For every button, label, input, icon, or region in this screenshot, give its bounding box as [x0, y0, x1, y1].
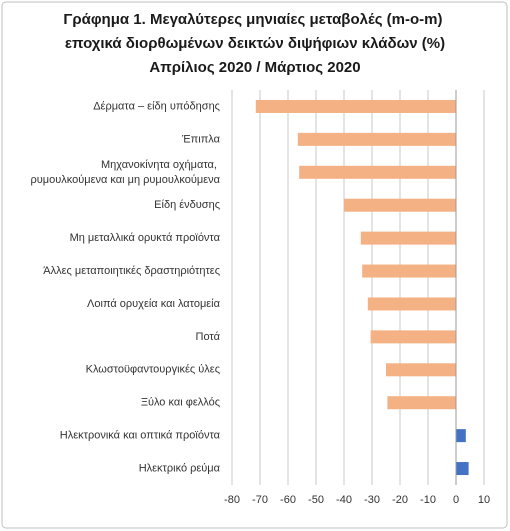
- bar: [370, 330, 456, 344]
- bar: [456, 462, 469, 476]
- bar: [344, 198, 456, 212]
- x-tick-label: -60: [280, 494, 296, 506]
- y-tick-label: Ηλεκτρονικά και οπτικά προϊόντα: [60, 430, 221, 442]
- x-tick-label: -20: [392, 494, 408, 506]
- y-tick-label: Ξύλο και φελλός: [141, 397, 220, 409]
- bar: [297, 132, 456, 146]
- x-tick-label: -50: [308, 494, 324, 506]
- y-tick-label: Έπιπλα: [181, 133, 221, 145]
- chart-subtitle: Απρίλιος 2020 / Μάρτιος 2020: [149, 59, 360, 76]
- x-tick-label: 10: [478, 494, 490, 506]
- y-tick-label: Ποτά: [196, 331, 221, 343]
- y-tick-label: Λοιπά ορυχεία και λατομεία: [87, 298, 221, 310]
- x-tick-label: -40: [336, 494, 352, 506]
- bar: [299, 165, 456, 179]
- x-tick-label: 0: [453, 494, 459, 506]
- bar: [456, 429, 466, 443]
- y-tick-label: Δέρματα – είδη υπόδησης: [93, 100, 220, 112]
- x-tick-label: -10: [420, 494, 436, 506]
- bar: [362, 264, 456, 278]
- y-tick-label: Μη μεταλλικά ορυκτά προϊόντα: [70, 232, 221, 244]
- x-tick-label: -30: [364, 494, 380, 506]
- y-tick-label: Ηλεκτρικό ρεύμα: [139, 462, 221, 474]
- bar: [387, 396, 456, 410]
- bar: [367, 297, 456, 311]
- chart-title: Γράφημα 1. Μεγαλύτερες μηνιαίες μεταβολέ…: [63, 11, 446, 52]
- x-tick-label: -70: [252, 494, 268, 506]
- x-tick-label: -80: [224, 494, 240, 506]
- y-tick-label: Μηχανοκίνητα οχήματα, ρυμουλκούμενα και …: [31, 159, 221, 186]
- y-tick-label: Κλωστοϋφαντουργικές ύλες: [86, 364, 220, 376]
- bar: [386, 363, 456, 377]
- bar: [255, 99, 456, 113]
- y-tick-label: Είδη ένδυσης: [154, 199, 220, 211]
- y-tick-label: Άλλες μεταποιητικές δραστηριότητες: [43, 265, 220, 277]
- bar: [360, 231, 456, 245]
